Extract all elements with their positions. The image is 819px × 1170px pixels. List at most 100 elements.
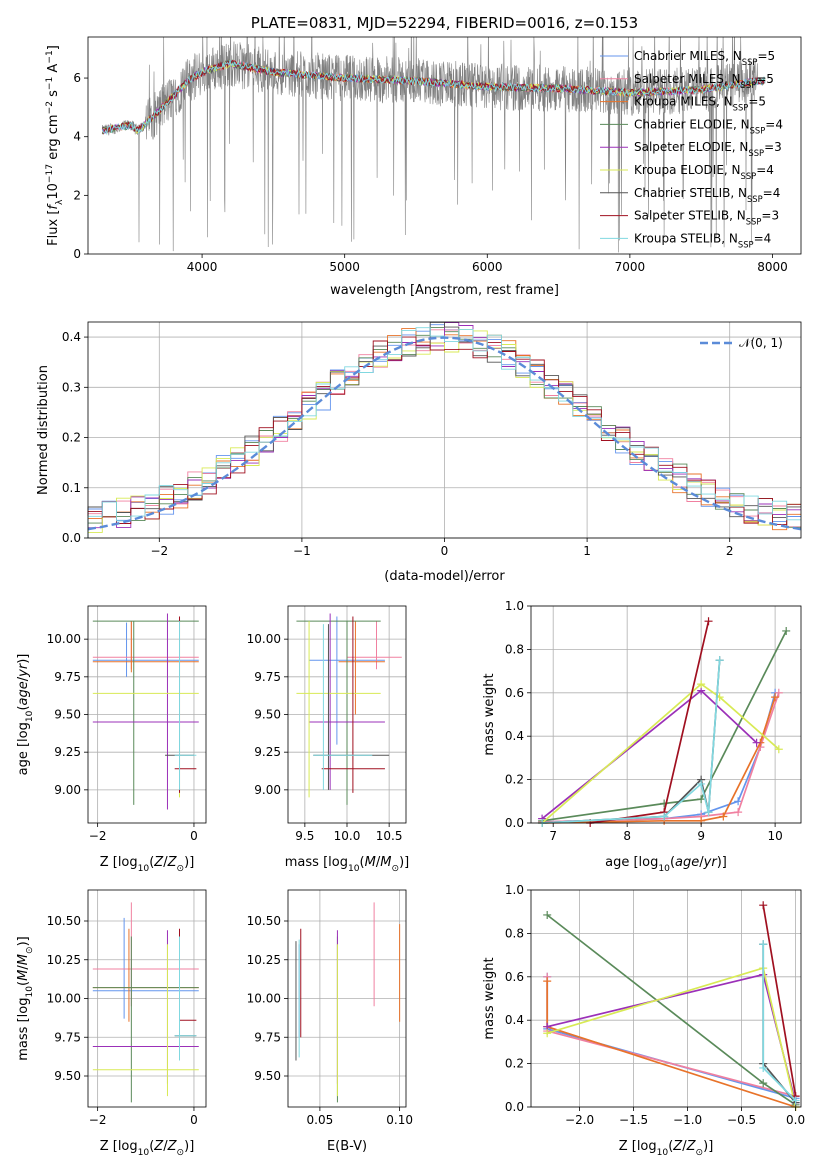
chart-spectrum: 4000 5000 6000 7000 8000 0 2 4 6 PLATE=0831, MJD=… xyxy=(45,14,802,298)
x-tick-label: −2 xyxy=(89,1113,107,1127)
legend-entry: Salpeter STELIB, NSSP=3 xyxy=(634,209,779,227)
x-tick-label: 8 xyxy=(623,829,631,843)
weight-marker xyxy=(759,1063,768,1072)
weight-marker xyxy=(704,617,713,626)
weight-line xyxy=(542,692,780,823)
y-tick-label: 6 xyxy=(73,71,81,85)
normal-curve xyxy=(87,336,802,531)
y-tick-label: 4 xyxy=(73,130,81,144)
x-tick-label: −2 xyxy=(89,829,107,843)
y-tick-label: 0 xyxy=(73,247,81,261)
y-axis-label: Flux [fλ10−17 erg cm−2 s−1 A−1] xyxy=(45,45,65,246)
y-tick-label: 0.2 xyxy=(505,1057,524,1071)
weight-line xyxy=(762,944,797,1104)
model-spectrum xyxy=(101,59,766,136)
weight-line xyxy=(762,905,797,1097)
y-tick-label: 9.50 xyxy=(54,1069,81,1083)
x-tick-label: 6000 xyxy=(472,260,503,274)
x-tick-label: 4000 xyxy=(187,260,218,274)
axes-frame xyxy=(530,889,802,1108)
y-tick-label: 9.00 xyxy=(254,783,281,797)
y-tick-label: 9.75 xyxy=(54,670,81,684)
y-tick-label: 1.0 xyxy=(505,883,524,897)
x-tick-label: 5000 xyxy=(329,260,360,274)
legend-entry: Kroupa STELIB, NSSP=4 xyxy=(634,231,771,249)
weight-marker xyxy=(759,940,768,949)
x-tick-label: 0.05 xyxy=(307,1113,334,1127)
weight-marker xyxy=(715,656,724,665)
y-axis-label: age [log10(age/yr)] xyxy=(16,654,35,776)
y-tick-label: 9.75 xyxy=(254,1030,281,1044)
y-tick-label: 0.3 xyxy=(62,380,81,394)
y-tick-label: 10.00 xyxy=(47,632,81,646)
histogram-series xyxy=(87,329,801,538)
x-axis-label: wavelength [Angstrom, rest frame] xyxy=(330,283,559,298)
y-axis-label: mass weight xyxy=(482,957,497,1039)
x-tick-label: 0.10 xyxy=(386,1113,413,1127)
x-axis-label: Z [log10(Z/Z⊙)] xyxy=(619,1139,714,1158)
axes-frame xyxy=(530,605,802,824)
weight-marker xyxy=(734,808,743,817)
x-tick-label: 9 xyxy=(697,829,705,843)
y-tick-label: 9.25 xyxy=(254,745,281,759)
x-tick-label: 10 xyxy=(767,829,782,843)
weight-marker xyxy=(759,901,768,910)
y-tick-label: 10.50 xyxy=(247,914,281,928)
y-tick-label: 9.50 xyxy=(254,708,281,722)
y-tick-label: 9.25 xyxy=(54,745,81,759)
weight-marker xyxy=(697,779,706,788)
y-tick-label: 0.8 xyxy=(505,642,524,656)
x-axis-label: mass [log10(M/M⊙)] xyxy=(285,855,409,874)
y-tick-label: 9.50 xyxy=(54,708,81,722)
x-axis-label: Z [log10(Z/Z⊙)] xyxy=(100,1139,195,1158)
weight-marker xyxy=(697,680,706,689)
y-tick-label: 9.50 xyxy=(254,1069,281,1083)
y-tick-label: 0.6 xyxy=(505,686,524,700)
weight-marker xyxy=(704,808,713,817)
weight-line xyxy=(542,692,776,823)
y-tick-label: 10.00 xyxy=(247,632,281,646)
legend-entry: Chabrier STELIB, NSSP=4 xyxy=(634,186,780,204)
y-tick-label: 1.0 xyxy=(505,599,524,613)
y-tick-label: 9.00 xyxy=(54,783,81,797)
y-tick-label: 10.25 xyxy=(247,953,281,967)
x-axis-label: Z [log10(Z/Z⊙)] xyxy=(100,855,195,874)
y-tick-label: 0.2 xyxy=(62,431,81,445)
y-tick-label: 2 xyxy=(73,188,81,202)
chart-mass_vs_ebv: 0.05 0.10 9.50 9.75 10.00 10.25 10.50 E(B-V) xyxy=(247,889,413,1154)
observed-spectrum xyxy=(102,37,759,253)
y-tick-label: 0.0 xyxy=(505,1100,524,1114)
legend-entry: Kroupa MILES, NSSP=5 xyxy=(634,95,766,113)
x-tick-label: 0 xyxy=(190,829,198,843)
x-tick-label: 8000 xyxy=(757,260,788,274)
weight-marker xyxy=(734,797,743,806)
weight-marker xyxy=(697,795,706,804)
y-tick-label: 10.00 xyxy=(47,992,81,1006)
chart-residuals: −2 −1 0 1 2 0.0 0.1 0.2 0.3 0.4 (data-model)/error… xyxy=(36,321,802,584)
weight-line xyxy=(762,944,797,1102)
x-axis-label: E(B-V) xyxy=(327,1139,367,1154)
axes-frame xyxy=(87,36,802,255)
legend-entry: Chabrier MILES, NSSP=5 xyxy=(634,49,775,67)
histogram-series xyxy=(87,336,801,538)
chart-mass_vs_Z: −2 0 9.50 9.75 10.00 10.25 10.50 Z [log10(Z/Z⊙)… xyxy=(16,889,207,1158)
weight-marker xyxy=(771,693,780,702)
y-tick-label: 10.00 xyxy=(247,992,281,1006)
x-tick-label: 7000 xyxy=(615,260,646,274)
x-axis-label: age [log10(age/yr)] xyxy=(605,855,727,874)
y-tick-label: 10.50 xyxy=(47,914,81,928)
y-tick-label: 9.75 xyxy=(254,670,281,684)
x-tick-label: 7 xyxy=(549,829,557,843)
weight-marker xyxy=(774,688,783,697)
x-tick-label: −0.5 xyxy=(727,1113,756,1127)
x-tick-label: 2 xyxy=(726,544,734,558)
weight-line xyxy=(541,630,787,822)
legend-entry: Chabrier ELODIE, NSSP=4 xyxy=(634,117,783,135)
x-tick-label: −2 xyxy=(150,544,168,558)
weight-marker xyxy=(782,626,791,635)
y-tick-label: 0.6 xyxy=(505,970,524,984)
x-tick-label: 1 xyxy=(583,544,591,558)
x-axis-label: (data-model)/error xyxy=(384,569,505,584)
chart-weight_vs_Z: −2.0 −1.5 −1.0 −0.5 0.0 0.0 0.2 0.4 0.6 0.8 1.0 Z [… xyxy=(482,883,805,1158)
